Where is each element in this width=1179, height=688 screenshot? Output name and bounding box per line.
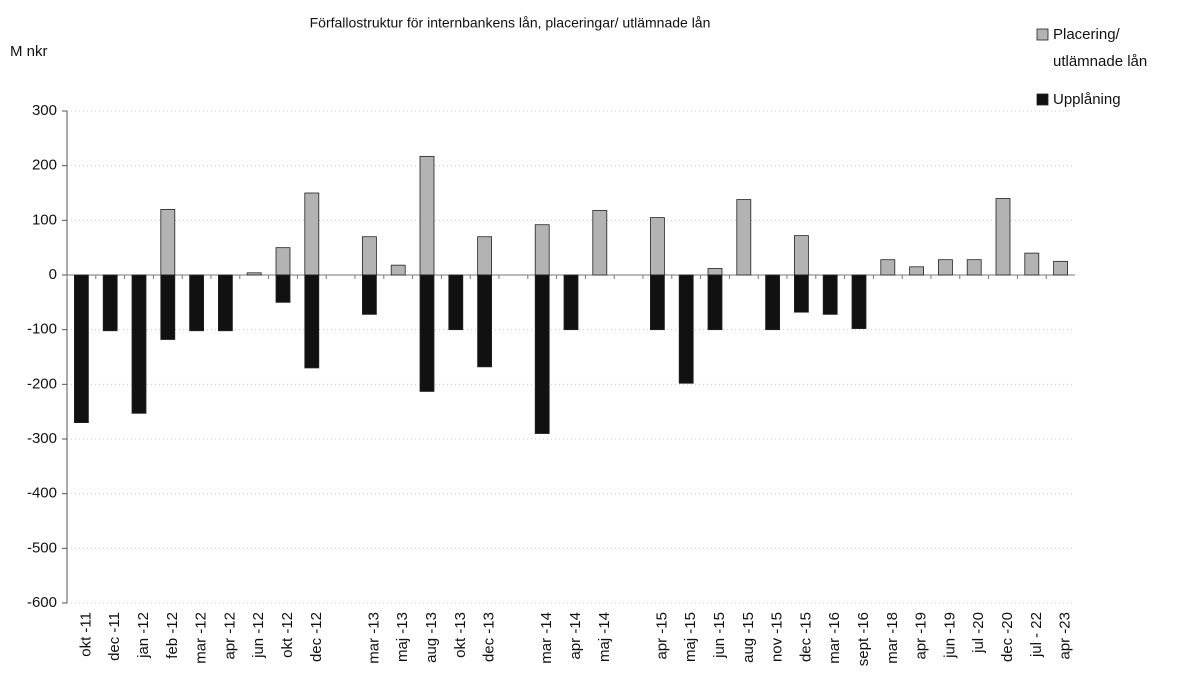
x-tick-label: maj -15	[682, 612, 699, 662]
bar	[74, 274, 89, 424]
bar	[794, 274, 809, 313]
y-tick-label: -200	[27, 375, 57, 392]
bar	[909, 266, 924, 276]
x-tick-label: sept -16	[855, 612, 872, 666]
x-tick-label: okt -11	[77, 612, 94, 657]
x-tick-label: apr -12	[221, 612, 238, 660]
legend-label-line: utlämnade lån	[1053, 53, 1147, 70]
bar	[160, 274, 176, 340]
x-tick-label: mar -13	[365, 612, 382, 664]
bar	[822, 274, 838, 315]
x-tick-label: feb -12	[164, 612, 181, 659]
bar	[650, 217, 665, 276]
bar	[851, 274, 867, 329]
bar	[707, 274, 723, 331]
bar	[304, 192, 320, 276]
x-tick-label: mar -12	[193, 612, 210, 664]
bar	[736, 199, 752, 276]
x-tick-label: jun -19	[941, 612, 958, 659]
chart-title: Förfallostruktur för internbankens lån, …	[310, 15, 711, 31]
bar	[563, 274, 579, 331]
x-tick-label: apr -23	[1057, 612, 1074, 660]
bar	[419, 155, 435, 276]
y-tick-label: 100	[32, 211, 57, 228]
x-tick-label: aug -13	[423, 612, 440, 663]
bar	[477, 274, 493, 368]
x-tick-label: nov -15	[769, 612, 786, 662]
x-tick-label: maj -13	[394, 612, 411, 662]
bar	[938, 259, 953, 276]
legend-label: Placering/utlämnade lån	[1053, 26, 1147, 70]
x-tick-label: jan -12	[135, 612, 152, 659]
bar	[765, 274, 780, 331]
x-tick-label: dec -13	[481, 612, 498, 662]
x-tick-label: apr -19	[913, 612, 930, 660]
bar	[477, 236, 493, 276]
bar	[995, 198, 1011, 276]
bar	[160, 208, 176, 276]
y-tick-label: -500	[27, 539, 57, 556]
y-tick-label: 0	[49, 266, 57, 283]
legend-swatch	[1036, 28, 1049, 41]
bar	[304, 274, 320, 369]
bar	[534, 224, 550, 276]
x-tick-label: dec -12	[308, 612, 325, 662]
x-tick-label: dec -15	[797, 612, 814, 662]
bar	[131, 274, 147, 414]
y-tick-label: -400	[27, 485, 57, 502]
bar	[650, 274, 665, 331]
y-tick-label: -100	[27, 321, 57, 338]
x-tick-label: dec -20	[999, 612, 1016, 662]
bar	[880, 259, 896, 276]
y-tick-label: 200	[32, 157, 57, 174]
x-tick-label: jun -15	[711, 612, 728, 659]
x-tick-label: jun -12	[250, 612, 267, 659]
bar	[419, 274, 435, 392]
x-tick-label: jul -20	[970, 612, 987, 654]
bar	[678, 274, 694, 384]
x-tick-label: maj -14	[596, 612, 613, 662]
bar	[361, 236, 377, 276]
y-tick-label: -300	[27, 430, 57, 447]
x-tick-label: aug -15	[740, 612, 757, 663]
x-tick-label: apr -15	[653, 612, 670, 660]
x-tick-label: mar -14	[538, 612, 555, 664]
bar	[794, 235, 809, 276]
bar	[534, 274, 550, 434]
x-tick-label: dec -11	[106, 612, 123, 661]
bar	[217, 274, 233, 332]
bar	[966, 259, 982, 276]
x-tick-label: mar -16	[826, 612, 843, 664]
x-tick-label: apr -14	[567, 612, 584, 660]
bar	[102, 274, 118, 332]
bar	[189, 274, 205, 332]
y-tick-label: -600	[27, 594, 57, 611]
legend-swatch	[1036, 93, 1049, 106]
x-tick-label: mar -18	[884, 612, 901, 664]
bar	[592, 210, 608, 276]
bar	[448, 274, 464, 331]
y-axis-label: M nkr	[10, 43, 48, 60]
legend-label-line: Placering/	[1053, 26, 1121, 43]
bar	[275, 247, 291, 276]
bar	[275, 274, 291, 303]
y-tick-label: 300	[32, 102, 57, 119]
legend-label: Upplåning	[1053, 91, 1121, 108]
bar	[390, 264, 406, 276]
bar	[361, 274, 377, 315]
x-tick-label: okt -13	[452, 612, 469, 658]
x-tick-label: jul - 22	[1028, 612, 1045, 658]
bar	[246, 272, 262, 276]
bar	[1053, 260, 1068, 276]
x-tick-label: okt -12	[279, 612, 296, 658]
bar	[1024, 252, 1040, 276]
bar	[707, 268, 723, 276]
